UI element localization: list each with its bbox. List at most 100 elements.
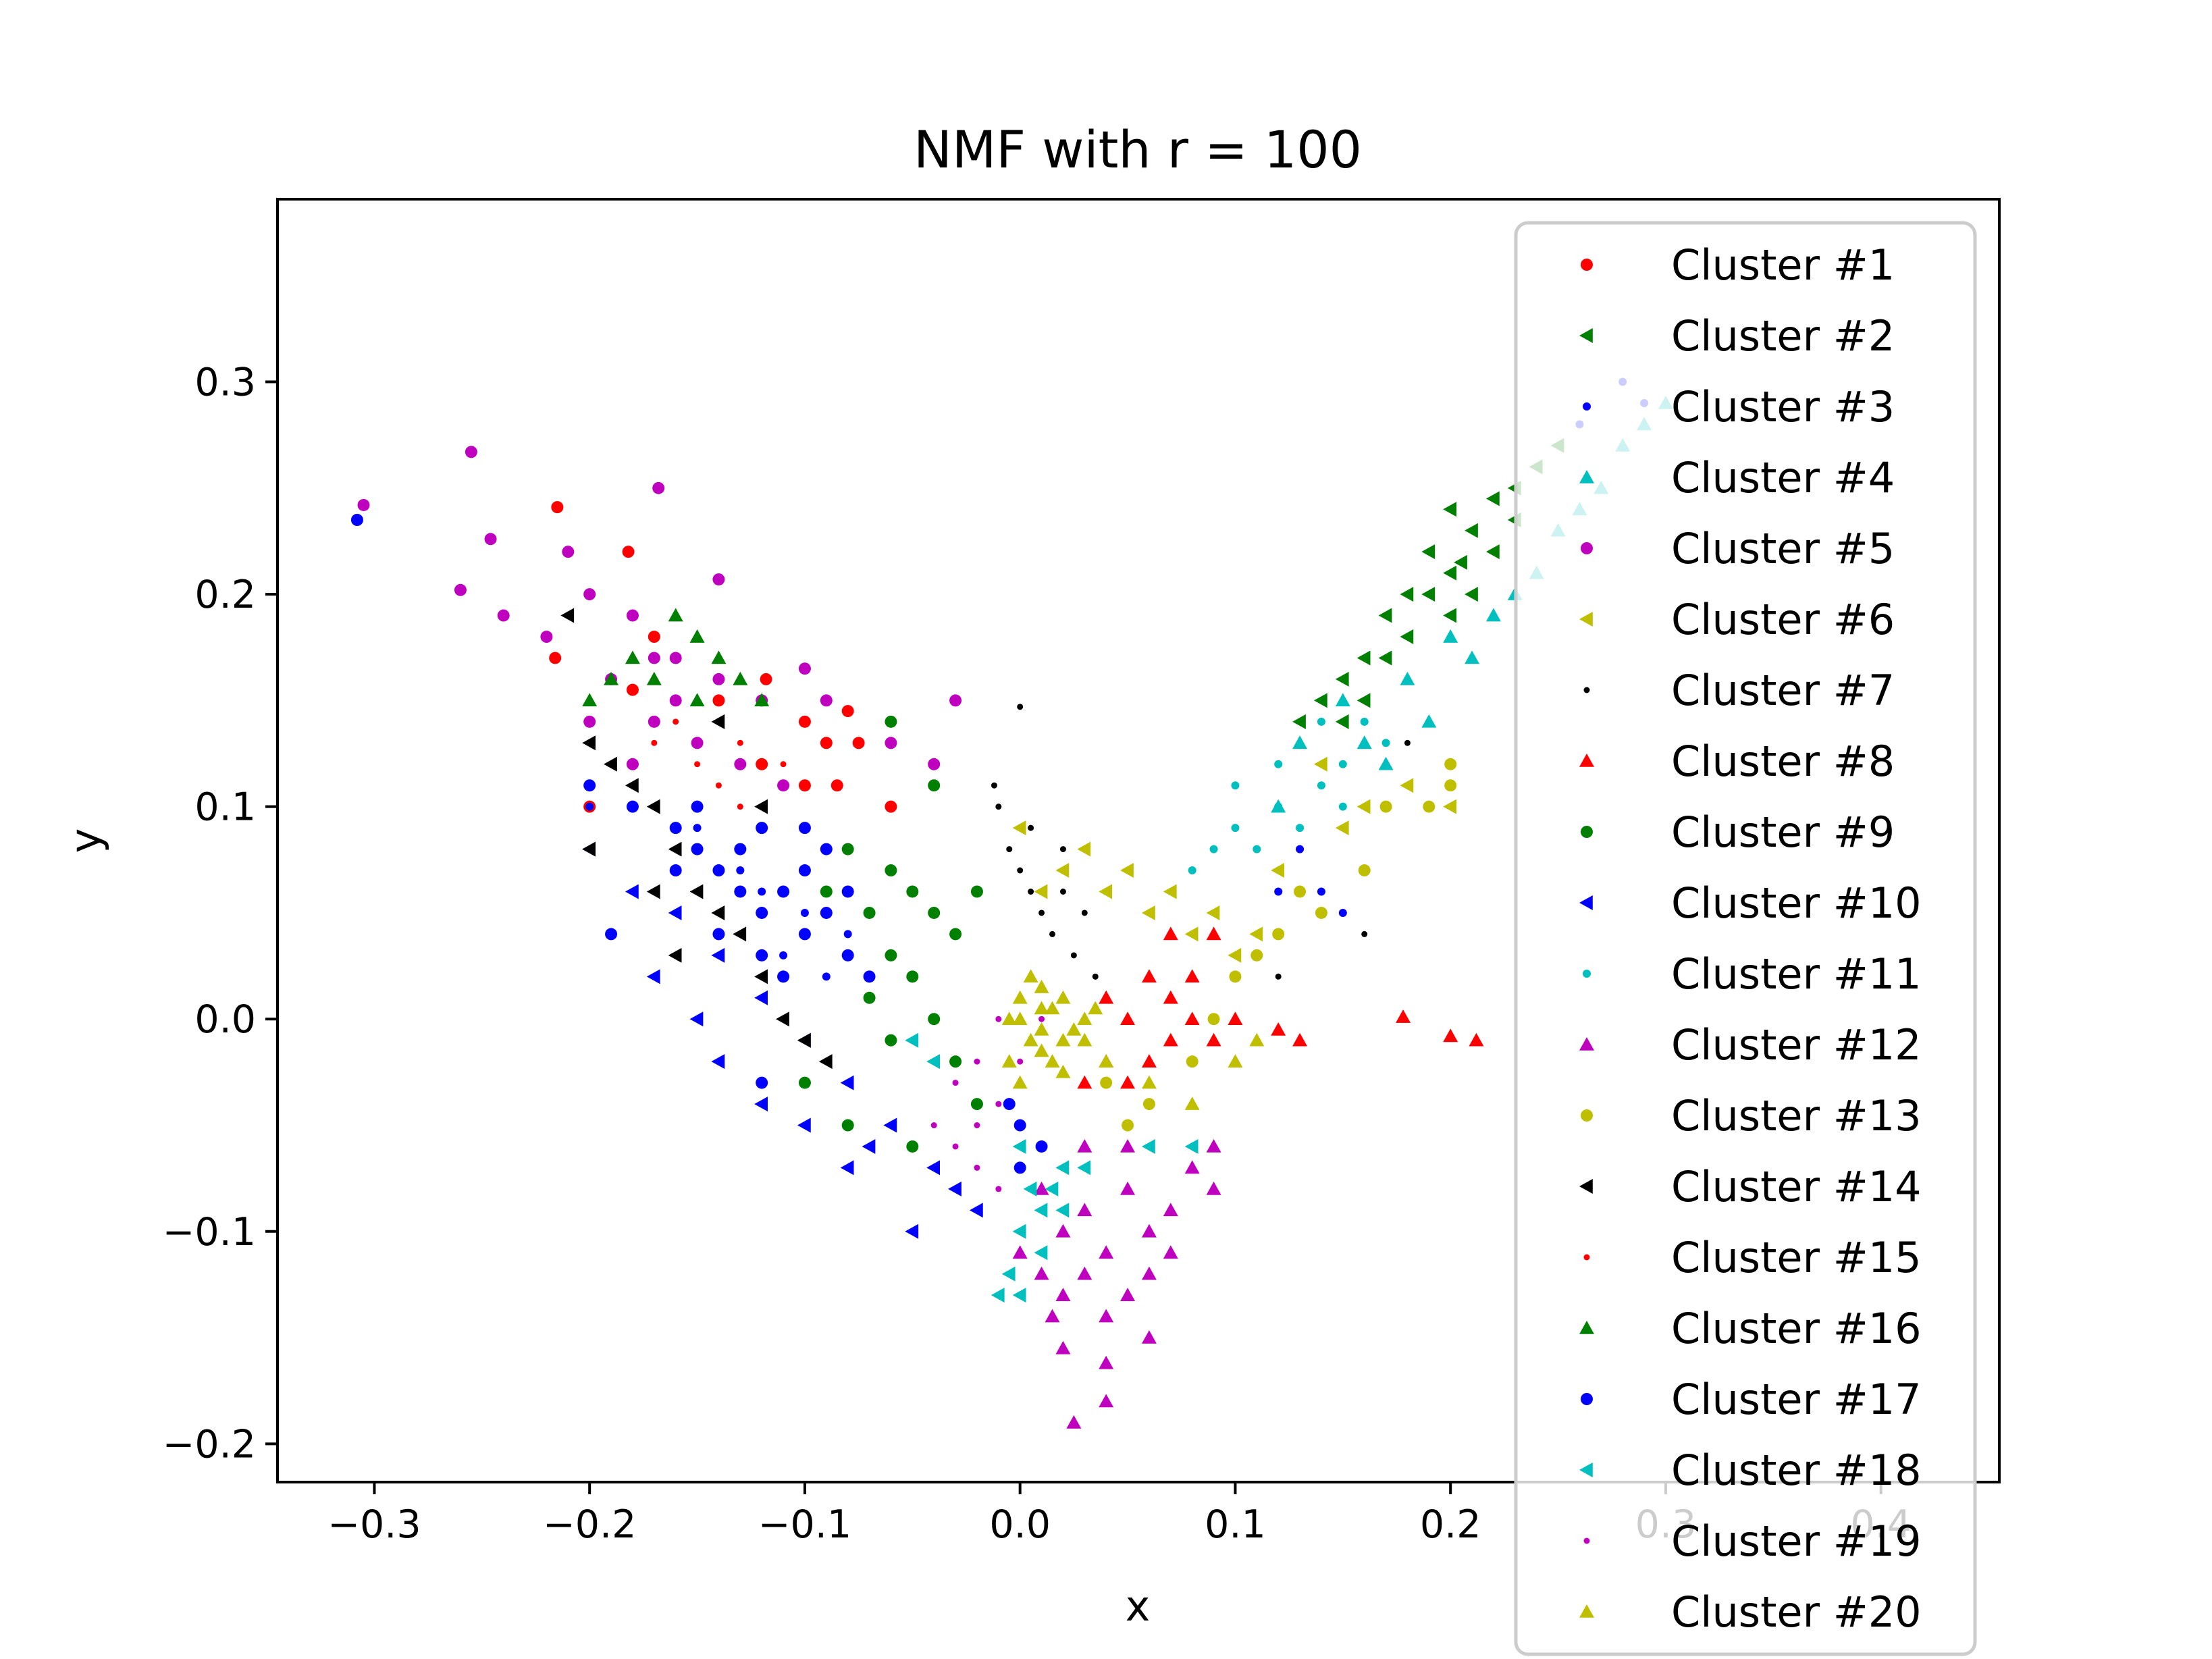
data-point [626, 758, 639, 770]
data-point [465, 446, 477, 458]
data-point [691, 800, 704, 813]
series-9 [798, 715, 983, 1153]
data-point [648, 715, 660, 728]
data-point [841, 1119, 854, 1132]
data-point [1141, 905, 1155, 920]
legend-item: Cluster #4 [1579, 453, 1895, 502]
data-point [1099, 1054, 1114, 1068]
data-point [712, 864, 725, 877]
data-point [1313, 693, 1327, 708]
data-point [1207, 1013, 1220, 1026]
data-point [1292, 735, 1308, 749]
data-point [1184, 969, 1200, 983]
series-20 [1001, 969, 1265, 1110]
data-point [1001, 1011, 1017, 1026]
data-point [712, 673, 725, 685]
data-point [758, 887, 766, 896]
data-point [668, 947, 682, 963]
x-tick-label: 0.1 [1205, 1502, 1266, 1547]
data-point [734, 843, 747, 855]
chart-title: NMF with r = 100 [914, 120, 1362, 180]
data-point [970, 1098, 983, 1111]
legend-marker [1579, 470, 1594, 483]
data-point [560, 608, 575, 623]
data-point [1142, 1098, 1155, 1111]
plot-area-frame [276, 198, 2001, 1483]
data-point [1358, 864, 1371, 877]
data-point [1335, 671, 1349, 687]
data-point [454, 583, 467, 596]
data-point [906, 1140, 919, 1153]
x-tick-label: −0.2 [543, 1502, 636, 1547]
data-point [1338, 760, 1347, 768]
y-tick-label: 0.2 [194, 573, 256, 617]
series-8 [1077, 926, 1484, 1089]
y-tick-label: 0.3 [194, 361, 256, 405]
data-point [1184, 1011, 1200, 1026]
data-point [1017, 867, 1024, 874]
series-12 [1012, 1138, 1221, 1429]
data-point [712, 573, 725, 586]
data-point [583, 588, 596, 601]
y-tick-label: 0.0 [194, 997, 256, 1042]
legend-marker [1583, 1537, 1590, 1544]
legend-label: Cluster #6 [1671, 595, 1895, 644]
data-point [625, 884, 639, 899]
data-point [1034, 1022, 1049, 1036]
data-point [1163, 1245, 1178, 1259]
data-point [1055, 1064, 1071, 1078]
data-point [991, 1288, 1005, 1303]
data-point [1066, 1415, 1082, 1429]
data-point [484, 533, 497, 546]
data-point [1184, 1160, 1200, 1174]
data-point [1012, 1075, 1028, 1089]
legend-label: Cluster #10 [1671, 878, 1922, 928]
data-point [1001, 1266, 1016, 1282]
data-point [673, 718, 679, 725]
legend-item: Cluster #15 [1583, 1233, 1922, 1282]
data-point [1099, 990, 1114, 1004]
data-point [1250, 949, 1263, 962]
data-point [1055, 1160, 1070, 1176]
data-point [1038, 1016, 1045, 1022]
data-point [1034, 1181, 1049, 1195]
data-point [780, 761, 787, 768]
data-point [863, 970, 876, 983]
data-point [1294, 885, 1307, 898]
data-point [1381, 739, 1390, 747]
data-point [779, 951, 788, 959]
data-point [1049, 930, 1055, 937]
data-point [1485, 544, 1500, 560]
data-point [1045, 1309, 1060, 1323]
legend-marker [1579, 1179, 1593, 1194]
data-point [1317, 717, 1325, 726]
legend-item: Cluster #20 [1579, 1587, 1922, 1637]
data-point [800, 908, 809, 917]
data-point [711, 1054, 725, 1070]
data-point [1077, 1075, 1092, 1089]
data-point [1012, 1245, 1028, 1259]
data-point [582, 735, 596, 751]
data-point [949, 694, 962, 707]
data-point [1045, 1054, 1060, 1068]
legend-item: Cluster #12 [1579, 1020, 1922, 1070]
data-point [948, 1181, 962, 1196]
data-point [583, 779, 596, 792]
data-point [841, 843, 854, 855]
legend-label: Cluster #15 [1671, 1233, 1922, 1282]
data-point [820, 737, 833, 749]
data-point [885, 1034, 897, 1047]
data-point [1404, 739, 1411, 746]
data-point [840, 1160, 854, 1176]
data-point [1028, 824, 1034, 831]
data-point [885, 737, 897, 749]
legend-label: Cluster #12 [1671, 1020, 1922, 1070]
data-point [1034, 980, 1049, 993]
data-point [737, 739, 743, 746]
data-point [1012, 990, 1028, 1004]
data-point [562, 546, 575, 558]
data-point [1292, 714, 1306, 729]
data-point [1012, 1223, 1026, 1239]
data-point [798, 779, 811, 792]
data-point [952, 1143, 959, 1150]
